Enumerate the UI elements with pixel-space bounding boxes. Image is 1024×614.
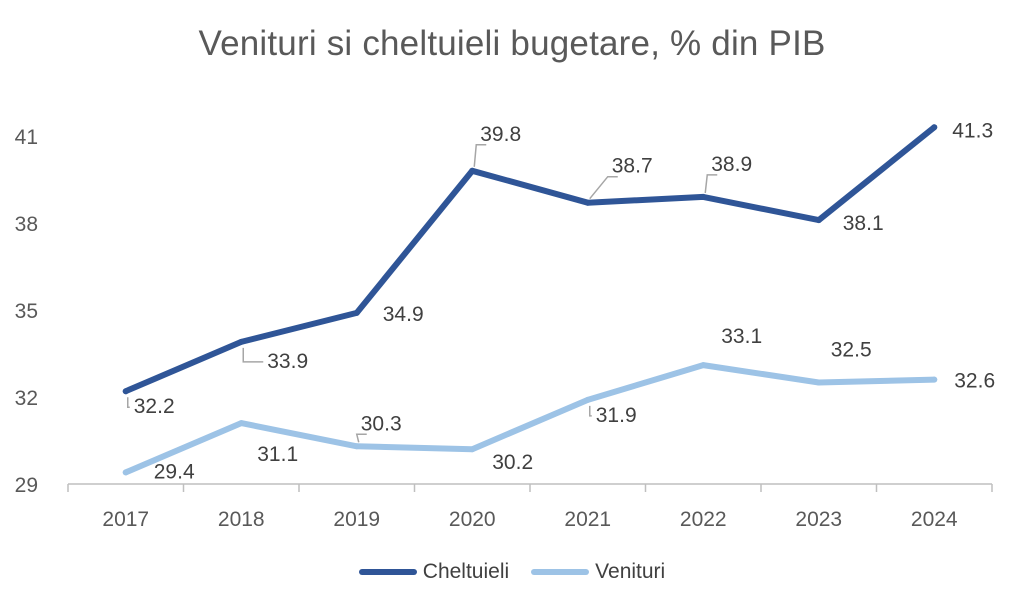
data-label-cheltuieli: 38.9 (711, 153, 752, 176)
data-label-cheltuieli: 39.8 (480, 123, 521, 146)
data-label-leader (473, 144, 487, 167)
y-tick-label: 41 (15, 126, 38, 149)
x-tick-label: 2020 (449, 508, 496, 531)
x-tick-label: 2023 (795, 508, 842, 531)
y-tick-label: 29 (15, 474, 38, 497)
data-label-leader (355, 433, 367, 443)
data-label-cheltuieli: 33.9 (267, 350, 308, 373)
chart-legend: Cheltuieli Venituri (0, 560, 1024, 584)
x-tick-label: 2022 (680, 508, 727, 531)
data-point-venituri (122, 469, 129, 476)
legend-swatch-venituri (531, 569, 590, 575)
data-label-venituri: 31.1 (257, 443, 298, 466)
data-label-leader (589, 405, 592, 417)
chart-title: Venituri si cheltuieli bugetare, % din P… (198, 24, 826, 63)
legend-label-venituri: Venituri (595, 560, 666, 583)
data-label-leader (242, 347, 264, 363)
data-label-leader (127, 397, 130, 408)
data-point-venituri (700, 362, 707, 369)
data-label-leader (704, 174, 718, 193)
x-tick-label: 2017 (102, 508, 149, 531)
data-point-cheltuieli (238, 338, 245, 345)
data-label-venituri: 33.1 (721, 325, 762, 348)
data-label-cheltuieli: 38.1 (843, 212, 884, 235)
data-point-cheltuieli (353, 309, 360, 316)
data-label-venituri: 32.6 (954, 370, 995, 393)
data-point-venituri (931, 376, 938, 383)
data-label-cheltuieli: 41.3 (952, 119, 993, 142)
data-point-venituri (584, 396, 591, 403)
data-point-venituri (815, 379, 822, 386)
data-point-venituri (353, 443, 360, 450)
data-label-venituri: 30.3 (361, 412, 402, 435)
x-tick-label: 2018 (218, 508, 265, 531)
data-label-venituri: 30.2 (492, 451, 533, 474)
legend-item-venituri: Venituri (531, 560, 665, 584)
x-tick-label: 2021 (564, 508, 611, 531)
legend-item-cheltuieli: Cheltuieli (358, 560, 510, 584)
data-point-venituri (238, 420, 245, 427)
data-label-cheltuieli: 38.7 (612, 155, 653, 178)
data-label-cheltuieli: 32.2 (134, 395, 175, 418)
y-tick-label: 38 (15, 213, 38, 236)
data-label-leader (589, 175, 618, 200)
y-tick-label: 32 (15, 387, 38, 410)
y-tick-label: 35 (15, 300, 38, 323)
data-point-cheltuieli (815, 217, 822, 224)
data-label-venituri: 32.5 (831, 339, 872, 362)
data-label-cheltuieli: 34.9 (383, 303, 424, 326)
series-line-cheltuieli (122, 124, 938, 395)
data-point-cheltuieli (931, 124, 938, 131)
legend-swatch-cheltuieli (358, 569, 417, 575)
data-label-venituri: 29.4 (154, 460, 195, 483)
data-point-cheltuieli (122, 388, 129, 395)
data-point-cheltuieli (469, 167, 476, 174)
x-tick-label: 2024 (911, 508, 958, 531)
data-point-cheltuieli (700, 193, 707, 200)
data-point-cheltuieli (584, 199, 591, 206)
data-label-venituri: 31.9 (596, 404, 637, 427)
series-line-venituri (122, 362, 938, 476)
legend-label-cheltuieli: Cheltuieli (422, 560, 510, 583)
data-point-venituri (469, 446, 476, 453)
x-tick-label: 2019 (333, 508, 380, 531)
